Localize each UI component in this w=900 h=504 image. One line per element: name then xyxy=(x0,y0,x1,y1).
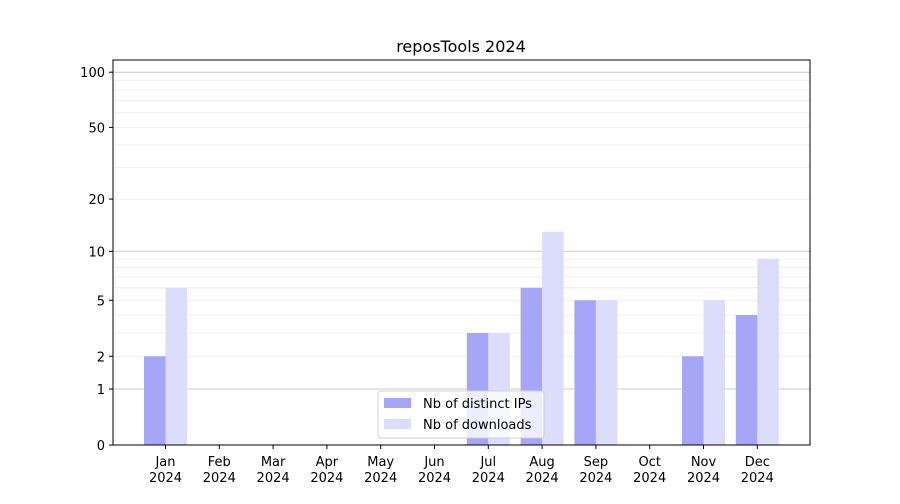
y-tick-label: 50 xyxy=(88,121,105,136)
x-tick-label: Jun 2024 xyxy=(418,455,451,486)
legend-label: Nb of downloads xyxy=(423,418,532,433)
x-tick-label: Jan 2024 xyxy=(149,455,182,486)
bar-distinct-ips xyxy=(574,300,596,445)
legend-box xyxy=(377,390,545,439)
bar-distinct-ips xyxy=(682,356,704,445)
x-tick-label: Oct 2024 xyxy=(633,455,666,486)
bar-downloads xyxy=(595,300,618,445)
x-tick-label: Feb 2024 xyxy=(203,455,236,486)
bar-downloads xyxy=(757,259,779,445)
y-tick-label: 0 xyxy=(97,439,105,454)
plot-frame xyxy=(112,59,811,446)
bar-downloads xyxy=(165,287,187,445)
legend-swatch xyxy=(384,419,411,429)
y-tick-label: 100 xyxy=(80,66,105,81)
x-tick-label: Jul 2024 xyxy=(472,455,505,486)
x-tick-label: Sep 2024 xyxy=(579,455,612,486)
bar-downloads xyxy=(542,231,564,445)
legend: Nb of distinct IPs Nb of downloads xyxy=(377,390,545,439)
legend-label: Nb of distinct IPs xyxy=(423,397,532,412)
x-tick-label: Aug 2024 xyxy=(526,455,559,486)
y-tick-label: 2 xyxy=(97,350,105,365)
bar-distinct-ips xyxy=(144,356,166,445)
x-tick-label: Mar 2024 xyxy=(257,455,290,486)
y-tick-label: 20 xyxy=(88,193,105,208)
x-tick-label: Nov 2024 xyxy=(687,455,720,486)
bar-distinct-ips xyxy=(735,314,758,445)
y-tick-label: 5 xyxy=(97,294,105,309)
y-tick-label: 1 xyxy=(97,383,105,398)
y-tick-label: 10 xyxy=(88,245,105,260)
bar-downloads xyxy=(703,300,725,445)
legend-swatch xyxy=(384,398,411,408)
x-tick-label: May 2024 xyxy=(364,455,397,486)
x-tick-label: Apr 2024 xyxy=(310,455,343,486)
x-tick-label: Dec 2024 xyxy=(741,455,774,486)
chart-title: reposTools 2024 xyxy=(396,37,526,56)
